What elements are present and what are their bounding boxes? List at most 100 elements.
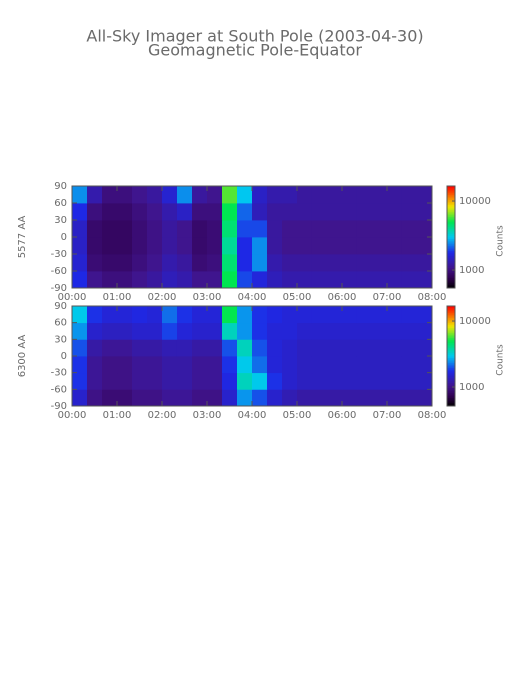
heat-cell bbox=[356, 203, 373, 221]
colorbar-strip bbox=[447, 397, 455, 400]
x-tick-label: 07:00 bbox=[373, 292, 402, 303]
colorbar-strip bbox=[447, 264, 455, 267]
heat-cell bbox=[252, 339, 268, 357]
colorbar-strip bbox=[447, 336, 455, 339]
heat-cell bbox=[237, 372, 253, 390]
heat-cell bbox=[266, 339, 283, 357]
heat-cell bbox=[282, 389, 298, 407]
heat-cell bbox=[417, 203, 433, 221]
heat-cell bbox=[162, 372, 178, 390]
heat-cell bbox=[342, 339, 358, 357]
colorbar-strip bbox=[447, 391, 455, 394]
heat-cell bbox=[86, 356, 103, 374]
heat-cell bbox=[311, 254, 328, 272]
heat-cell bbox=[131, 271, 148, 289]
colorbar-strip bbox=[447, 259, 455, 262]
heat-cell bbox=[356, 322, 373, 340]
heat-cell bbox=[131, 203, 148, 221]
colorbar-strip bbox=[447, 389, 455, 392]
heat-cell bbox=[401, 372, 418, 390]
heat-cell bbox=[86, 271, 103, 289]
heat-cell bbox=[102, 356, 118, 374]
heat-cell bbox=[207, 254, 223, 272]
colorbar-strip bbox=[447, 233, 455, 236]
heat-cell bbox=[401, 203, 418, 221]
heat-cell bbox=[327, 271, 343, 289]
heat-cell bbox=[86, 237, 103, 255]
heat-cell bbox=[221, 186, 238, 204]
heat-cell bbox=[387, 306, 403, 324]
heat-cell bbox=[282, 186, 298, 204]
heat-cell bbox=[72, 322, 88, 340]
colorbar-strip bbox=[447, 247, 455, 250]
heat-cell bbox=[207, 203, 223, 221]
heat-cell bbox=[387, 254, 403, 272]
colorbar-strip bbox=[447, 322, 455, 325]
heat-cell bbox=[327, 389, 343, 407]
heat-cell bbox=[86, 186, 103, 204]
colorbar-strip bbox=[447, 314, 455, 317]
heat-cell bbox=[297, 237, 313, 255]
heat-cell bbox=[266, 220, 283, 238]
heat-cell bbox=[387, 220, 403, 238]
heat-cell bbox=[176, 186, 193, 204]
heat-cell bbox=[342, 220, 358, 238]
heat-cell bbox=[162, 306, 178, 324]
heat-cell bbox=[372, 389, 388, 407]
heat-cell bbox=[387, 237, 403, 255]
heat-cell bbox=[327, 339, 343, 357]
colorbar-strip bbox=[447, 311, 455, 314]
colorbar-strip bbox=[447, 276, 455, 279]
heat-cell bbox=[86, 220, 103, 238]
heat-cell bbox=[192, 186, 208, 204]
heat-cell bbox=[192, 220, 208, 238]
colorbar-label: Counts bbox=[496, 344, 506, 376]
heat-cell bbox=[221, 220, 238, 238]
colorbar-strip bbox=[447, 326, 455, 329]
heat-cell bbox=[86, 389, 103, 407]
colorbar-strip bbox=[447, 327, 455, 330]
heat-cell bbox=[372, 339, 388, 357]
heat-cell bbox=[86, 339, 103, 357]
heat-cell bbox=[102, 372, 118, 390]
heat-cell bbox=[131, 356, 148, 374]
colorbar-strip bbox=[447, 394, 455, 397]
y-tick-label: -30 bbox=[51, 368, 67, 379]
heat-cell bbox=[221, 203, 238, 221]
heat-cell bbox=[387, 356, 403, 374]
heat-cell bbox=[311, 237, 328, 255]
heat-cell bbox=[401, 322, 418, 340]
colorbar-strip bbox=[447, 401, 455, 404]
heat-cell bbox=[356, 372, 373, 390]
heat-cell bbox=[72, 339, 88, 357]
colorbar-strip bbox=[447, 220, 455, 223]
heat-cell bbox=[252, 356, 268, 374]
heat-cell bbox=[117, 271, 133, 289]
heat-cell bbox=[327, 372, 343, 390]
heat-cell bbox=[207, 322, 223, 340]
heat-cell bbox=[176, 389, 193, 407]
colorbar-strip bbox=[447, 396, 455, 399]
colorbar-strip bbox=[447, 357, 455, 360]
heat-cell bbox=[102, 339, 118, 357]
heat-cell bbox=[417, 254, 433, 272]
heat-cell bbox=[327, 237, 343, 255]
colorbar-strip bbox=[447, 242, 455, 245]
heat-cell bbox=[252, 322, 268, 340]
x-tick-label: 01:00 bbox=[103, 292, 132, 303]
heat-cell bbox=[282, 356, 298, 374]
heat-cell bbox=[252, 203, 268, 221]
heat-cell bbox=[297, 322, 313, 340]
heat-cell bbox=[327, 306, 343, 324]
heat-cell bbox=[417, 306, 433, 324]
heat-cell bbox=[131, 339, 148, 357]
heat-cell bbox=[282, 237, 298, 255]
colorbar-strip bbox=[447, 243, 455, 246]
heat-cell bbox=[176, 306, 193, 324]
colorbar-strip bbox=[447, 324, 455, 327]
heat-cell bbox=[342, 356, 358, 374]
heat-cell bbox=[192, 389, 208, 407]
heat-cell bbox=[297, 372, 313, 390]
heat-cell bbox=[282, 203, 298, 221]
colorbar-strip bbox=[447, 364, 455, 367]
